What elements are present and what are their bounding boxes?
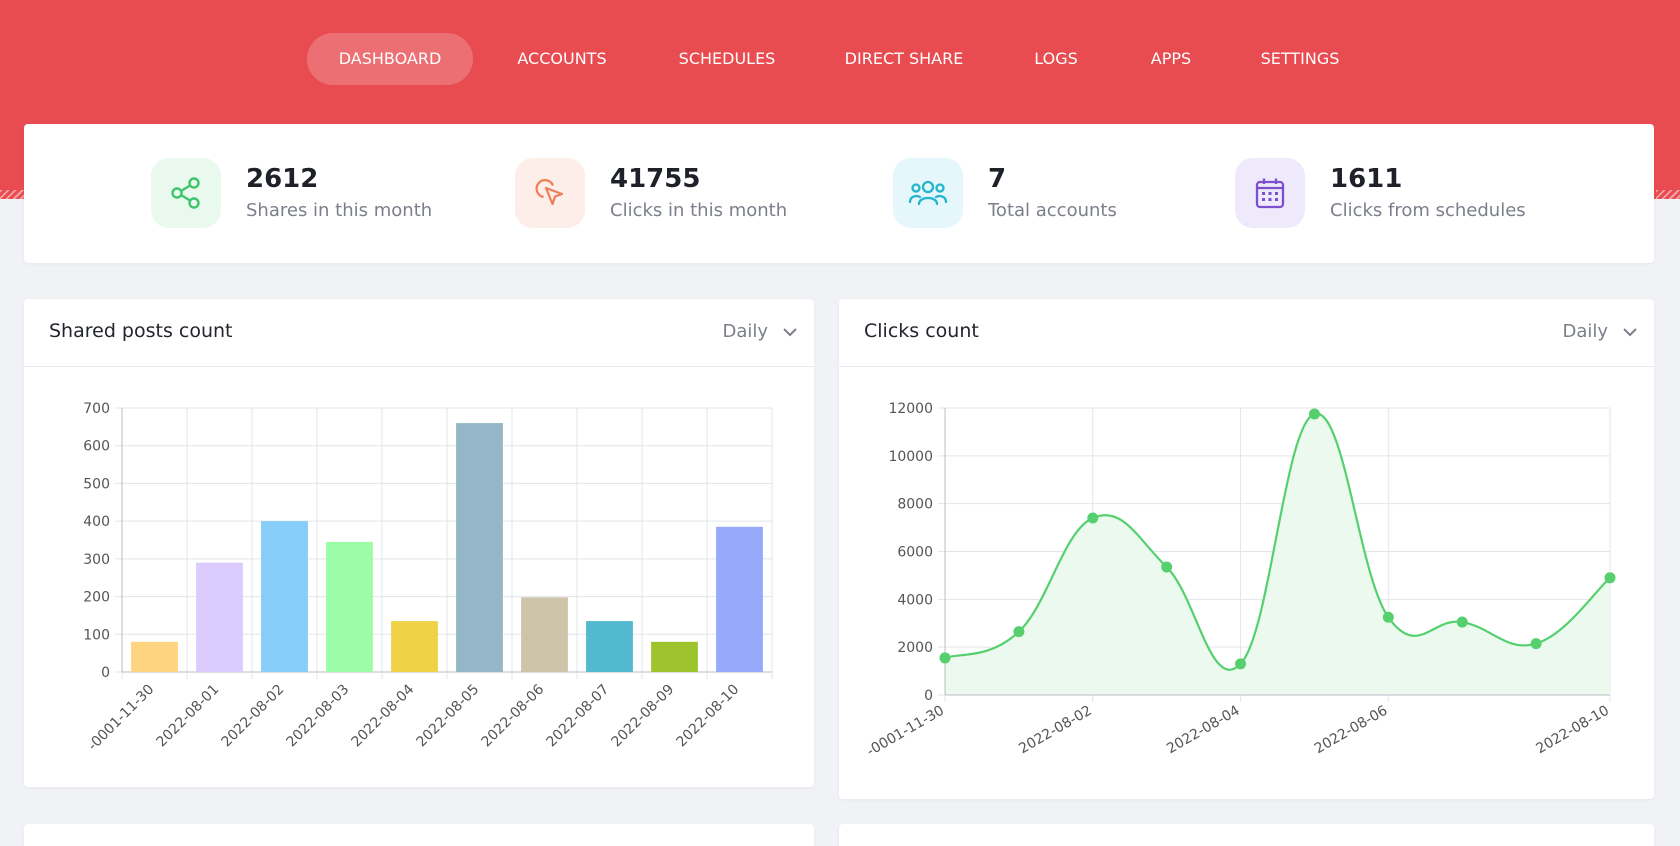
bar bbox=[261, 521, 308, 672]
clicks-panel: Clicks count Daily 0 2000 4000 6000 8000 1000… bbox=[839, 299, 1654, 799]
series-line bbox=[944, 412, 1611, 671]
stats-card: 2612 Shares in this month 41755 Clicks i… bbox=[24, 124, 1654, 263]
data-point bbox=[1161, 561, 1173, 573]
y-tick-label: 400 bbox=[83, 514, 110, 530]
bar bbox=[196, 562, 243, 672]
chevron-down-icon bbox=[783, 328, 797, 337]
stat-value: 1611 bbox=[1330, 164, 1403, 194]
data-point bbox=[939, 652, 951, 664]
y-tick-label: 2000 bbox=[897, 640, 933, 656]
nav-schedules[interactable]: SCHEDULES bbox=[678, 49, 776, 68]
stat-value: 7 bbox=[988, 164, 1007, 194]
panel-title: Clicks count bbox=[864, 320, 979, 342]
bar bbox=[456, 423, 503, 672]
y-tick-label: 200 bbox=[83, 590, 110, 606]
chevron-down-icon bbox=[1623, 328, 1637, 337]
data-point bbox=[1382, 611, 1394, 623]
period-value: Daily bbox=[722, 321, 768, 342]
data-point bbox=[1013, 626, 1025, 638]
period-select[interactable]: Daily bbox=[1562, 321, 1637, 342]
x-tick-label: 2022-08-02 bbox=[1016, 703, 1094, 758]
panel-header: Clicks count Daily bbox=[839, 299, 1654, 367]
x-tick-label: 2022-08-06 bbox=[478, 681, 547, 750]
data-point bbox=[1530, 638, 1542, 650]
y-tick-label: 600 bbox=[83, 439, 110, 455]
x-tick-label: 2022-08-04 bbox=[1164, 703, 1243, 758]
x-tick-label: 2022-08-05 bbox=[413, 682, 482, 751]
x-tick-label: 2022-08-06 bbox=[1312, 703, 1391, 758]
clicks-area-chart: 0 2000 4000 6000 8000 10000 12000 -0001-11-30 20… bbox=[864, 401, 1616, 760]
y-tick-label: 0 bbox=[924, 688, 933, 704]
x-tick-label: 2022-08-07 bbox=[543, 682, 612, 751]
y-tick-label: 100 bbox=[83, 627, 110, 643]
lower-panel-left bbox=[24, 824, 814, 846]
calendar-icon bbox=[1235, 158, 1305, 228]
x-tick-label: -0001-11-30 bbox=[864, 703, 947, 760]
stat-label: Total accounts bbox=[988, 200, 1117, 221]
data-point bbox=[1235, 658, 1247, 670]
stat-label: Clicks in this month bbox=[610, 200, 788, 221]
x-tick-label: 2022-08-10 bbox=[673, 682, 742, 751]
bar bbox=[586, 621, 633, 672]
stat-value: 41755 bbox=[610, 164, 701, 194]
x-tick-label: 2022-08-04 bbox=[348, 681, 417, 750]
panel-title: Shared posts count bbox=[49, 320, 233, 342]
bar bbox=[131, 641, 178, 672]
stat-label: Shares in this month bbox=[246, 200, 433, 221]
period-value: Daily bbox=[1562, 321, 1608, 342]
data-point bbox=[1604, 572, 1616, 584]
bar bbox=[391, 621, 438, 672]
x-tick-label: 2022-08-09 bbox=[608, 682, 677, 751]
bar bbox=[521, 597, 568, 672]
share-icon bbox=[151, 158, 221, 228]
data-point bbox=[1087, 512, 1099, 524]
y-tick-label: 12000 bbox=[888, 401, 933, 417]
y-tick-label: 8000 bbox=[897, 497, 933, 513]
panel-header: Shared posts count Daily bbox=[24, 299, 814, 367]
shared-posts-panel: Shared posts count Daily 0 100 200 300 400 50… bbox=[24, 299, 814, 787]
y-tick-label: 700 bbox=[83, 401, 110, 417]
data-point bbox=[1456, 616, 1468, 628]
y-tick-label: 10000 bbox=[888, 449, 933, 465]
y-tick-label: 500 bbox=[83, 476, 110, 492]
nav-direct-share[interactable]: DIRECT SHARE bbox=[844, 49, 964, 68]
stat-label: Clicks from schedules bbox=[1330, 200, 1526, 221]
x-tick-label: 2022-08-02 bbox=[218, 682, 287, 751]
users-icon bbox=[893, 158, 963, 228]
x-tick-label: -0001-11-30 bbox=[85, 682, 157, 754]
bar bbox=[651, 641, 698, 672]
y-tick-label: 0 bbox=[101, 665, 110, 681]
shared-posts-bar-chart: 0100200300400500600700-0001-11-302022-08… bbox=[83, 401, 773, 754]
y-tick-label: 4000 bbox=[897, 592, 933, 608]
header-hatch bbox=[1656, 190, 1680, 199]
bar bbox=[326, 541, 373, 672]
cursor-icon bbox=[515, 158, 585, 228]
bar bbox=[716, 526, 763, 672]
nav-dashboard[interactable]: DASHBOARD bbox=[307, 33, 473, 85]
nav-settings[interactable]: SETTINGS bbox=[1260, 49, 1340, 68]
nav-logs[interactable]: LOGS bbox=[1034, 49, 1078, 68]
y-tick-label: 6000 bbox=[897, 545, 933, 561]
header-hatch bbox=[0, 190, 24, 199]
x-tick-label: 2022-08-10 bbox=[1534, 703, 1612, 758]
lower-panel-right bbox=[839, 824, 1654, 846]
x-tick-label: 2022-08-03 bbox=[283, 682, 352, 751]
stat-value: 2612 bbox=[246, 164, 319, 194]
nav-accounts[interactable]: ACCOUNTS bbox=[517, 49, 607, 68]
y-tick-label: 300 bbox=[83, 552, 110, 568]
period-select[interactable]: Daily bbox=[722, 321, 797, 342]
nav-apps[interactable]: APPS bbox=[1150, 49, 1192, 68]
x-tick-label: 2022-08-01 bbox=[153, 682, 222, 751]
main-nav: DASHBOARD ACCOUNTS SCHEDULES DIRECT SHAR… bbox=[0, 33, 1680, 85]
data-point bbox=[1308, 408, 1320, 420]
